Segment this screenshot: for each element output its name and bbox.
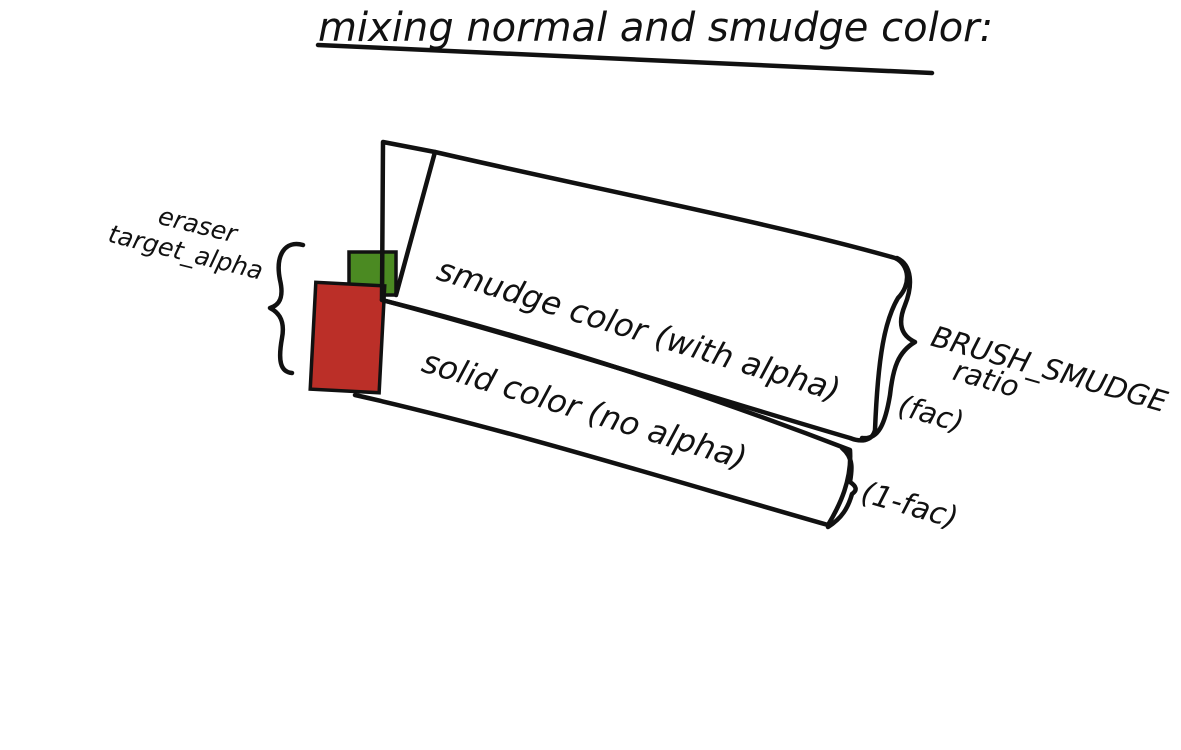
- title-underline: [315, 42, 935, 76]
- brush-smudge-ratio-brace: [859, 255, 918, 441]
- one-minus-fac-brace: [825, 445, 858, 530]
- eraser-target-alpha-brace: [267, 241, 306, 376]
- solid-color-box: [352, 297, 853, 528]
- alpha-column-divider: [393, 149, 438, 298]
- solid-color-swatch: [308, 280, 387, 395]
- diagram-title: mixing normal and smudge color:: [318, 5, 994, 51]
